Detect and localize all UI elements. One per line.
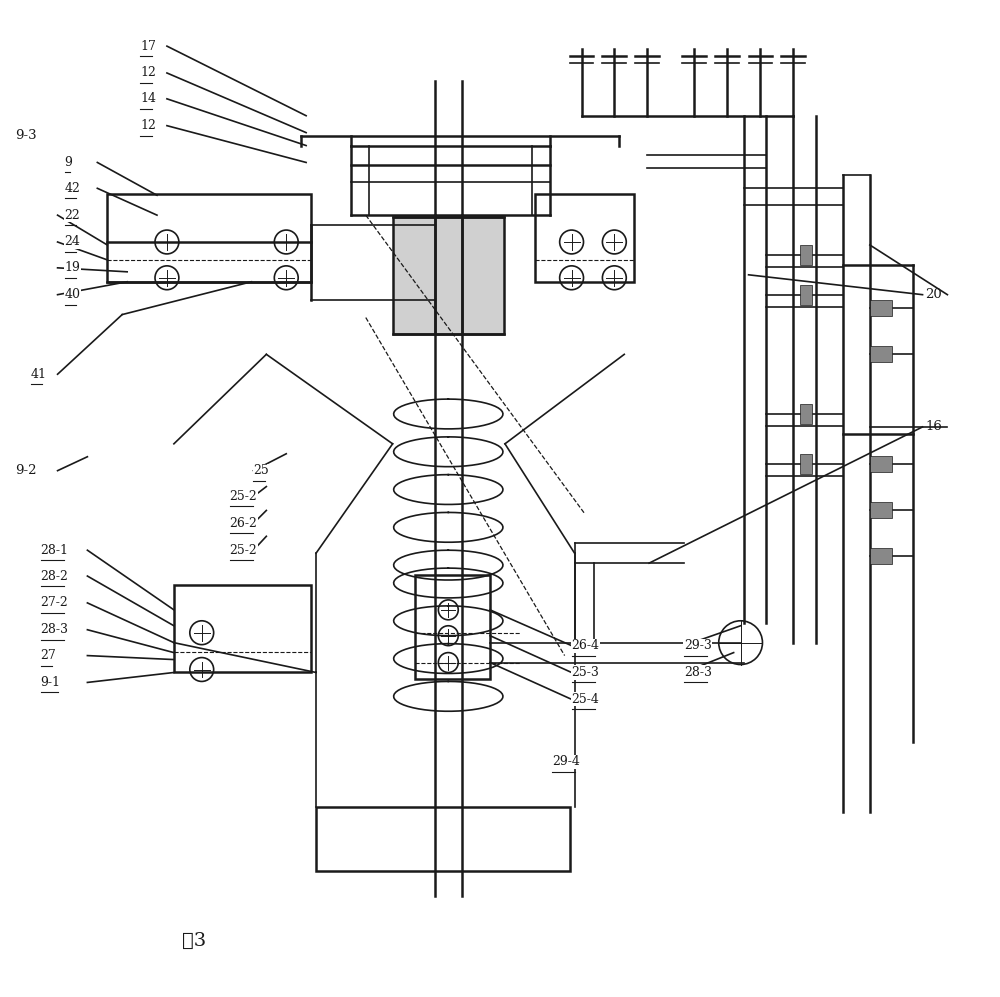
Bar (800, 454, 812, 474)
Text: 16: 16 (926, 421, 942, 434)
Text: 27: 27 (41, 649, 56, 662)
Text: 图3: 图3 (182, 932, 206, 950)
Bar (870, 346, 892, 362)
Text: 25-2: 25-2 (230, 543, 257, 556)
Text: 19: 19 (65, 261, 80, 274)
Bar (870, 300, 892, 316)
Text: 17: 17 (140, 40, 156, 53)
Bar (800, 245, 812, 265)
Text: 25: 25 (253, 465, 269, 478)
Bar (415, 575, 490, 679)
Text: 40: 40 (65, 288, 81, 301)
Text: 9-2: 9-2 (15, 465, 36, 478)
Text: 26-4: 26-4 (572, 639, 600, 652)
Text: 9: 9 (65, 156, 72, 168)
Text: 9-3: 9-3 (15, 129, 36, 143)
Text: 25-2: 25-2 (230, 490, 257, 503)
Bar (870, 548, 892, 564)
Text: 12: 12 (140, 120, 156, 133)
Text: 41: 41 (31, 368, 47, 381)
Bar (316, 807, 570, 871)
Text: 42: 42 (65, 181, 80, 194)
Text: 14: 14 (140, 93, 156, 106)
Text: 28-1: 28-1 (41, 543, 69, 556)
Text: 27-2: 27-2 (41, 596, 68, 609)
Bar (174, 585, 311, 673)
Bar (535, 194, 634, 282)
Text: 12: 12 (140, 67, 156, 80)
Text: 28-3: 28-3 (684, 666, 712, 679)
Bar (393, 217, 504, 334)
Text: 9-1: 9-1 (41, 676, 61, 689)
Text: 25-4: 25-4 (572, 693, 599, 706)
Bar (800, 285, 812, 305)
Text: 22: 22 (65, 208, 80, 221)
Bar (870, 456, 892, 472)
Text: 24: 24 (65, 235, 80, 248)
Bar (107, 194, 311, 282)
Text: 28-3: 28-3 (41, 623, 69, 636)
Text: 29-3: 29-3 (684, 639, 712, 652)
Text: 25-3: 25-3 (572, 666, 599, 679)
Text: 29-4: 29-4 (552, 756, 580, 769)
Text: 28-2: 28-2 (41, 569, 69, 582)
Text: 20: 20 (926, 288, 942, 301)
Bar (870, 502, 892, 518)
Text: 26-2: 26-2 (230, 516, 257, 529)
Bar (800, 404, 812, 424)
